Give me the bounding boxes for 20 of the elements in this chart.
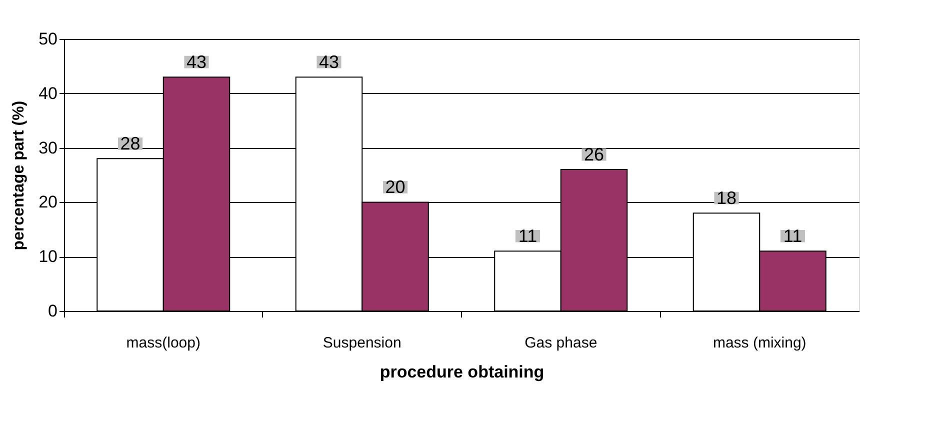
y-tick-label: 10 — [38, 247, 58, 266]
y-axis-title: percentage part (%) — [10, 100, 28, 250]
data-label: 18 — [716, 188, 737, 208]
data-label: 43 — [186, 52, 207, 72]
x-tick-label: Gas phase — [524, 334, 598, 352]
y-tick-label: 20 — [38, 192, 58, 212]
data-label: 26 — [584, 144, 604, 165]
y-tick-label: 0 — [48, 302, 58, 320]
data-label: 43 — [318, 52, 340, 72]
x-tick-label: Suspension — [322, 334, 402, 352]
x-axis-title: procedure obtaining — [380, 362, 544, 382]
data-label: 11 — [518, 226, 538, 246]
y-tick-label: 40 — [38, 84, 58, 103]
data-label: 28 — [120, 134, 140, 154]
x-tick-label: mass(loop) — [126, 334, 200, 352]
y-tick-label: 30 — [38, 138, 58, 158]
x-tick-label: mass (mixing) — [712, 334, 806, 352]
data-label: 20 — [385, 177, 406, 198]
data-label: 11 — [783, 226, 802, 246]
y-tick-label: 50 — [38, 30, 58, 48]
